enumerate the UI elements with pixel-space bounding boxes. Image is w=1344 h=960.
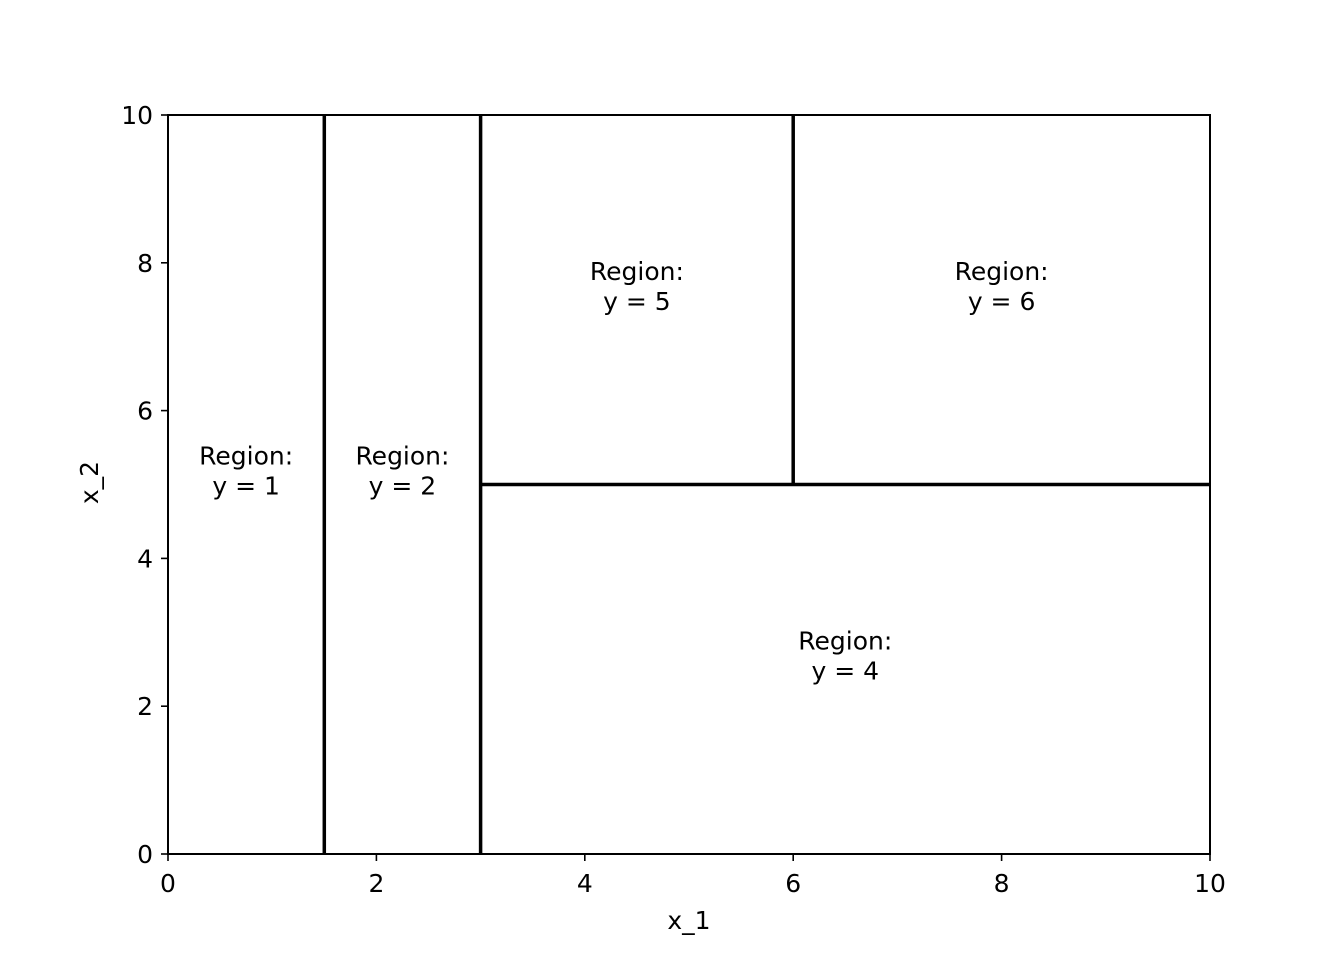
y-tick-label: 6 [137, 397, 153, 426]
y-tick-label: 10 [121, 101, 153, 130]
x-tick-label: 6 [785, 869, 801, 898]
region-1-label-line1: Region: [199, 442, 293, 471]
plot-frame [167, 114, 1211, 855]
region-5-label-line1: Region: [590, 257, 684, 286]
x-tick-label: 10 [1194, 869, 1226, 898]
split-lines [322, 115, 1210, 854]
region-2-label-line2: y = 2 [369, 472, 437, 501]
x-tick-label: 0 [160, 869, 176, 898]
y-axis-label: x_2 [75, 461, 104, 504]
axis-ticks: 0 2 4 6 8 10 0 2 4 6 8 10 [121, 101, 1226, 898]
region-5-label: Region: y = 5 [590, 257, 684, 316]
x-tick-label: 8 [994, 869, 1010, 898]
region-1-label: Region: y = 1 [199, 442, 293, 501]
region-4-label: Region: y = 4 [798, 626, 892, 685]
y-tick-label: 8 [137, 249, 153, 278]
region-5-label-line2: y = 5 [603, 287, 671, 316]
y-tick-label: 4 [137, 544, 153, 573]
x-tick-label: 2 [368, 869, 384, 898]
region-6-label: Region: y = 6 [955, 257, 1049, 316]
region-4-label-line1: Region: [798, 626, 892, 655]
x-tick-label: 4 [577, 869, 593, 898]
region-4-label-line2: y = 4 [812, 656, 880, 685]
x-axis-label: x_1 [667, 906, 710, 935]
y-tick-label: 0 [137, 840, 153, 869]
region-6-label-line2: y = 6 [968, 287, 1036, 316]
region-1-label-line2: y = 1 [212, 472, 280, 501]
region-2-label-line1: Region: [355, 442, 449, 471]
region-6-label-line1: Region: [955, 257, 1049, 286]
y-tick-label: 2 [137, 692, 153, 721]
region-2-label: Region: y = 2 [355, 442, 449, 501]
